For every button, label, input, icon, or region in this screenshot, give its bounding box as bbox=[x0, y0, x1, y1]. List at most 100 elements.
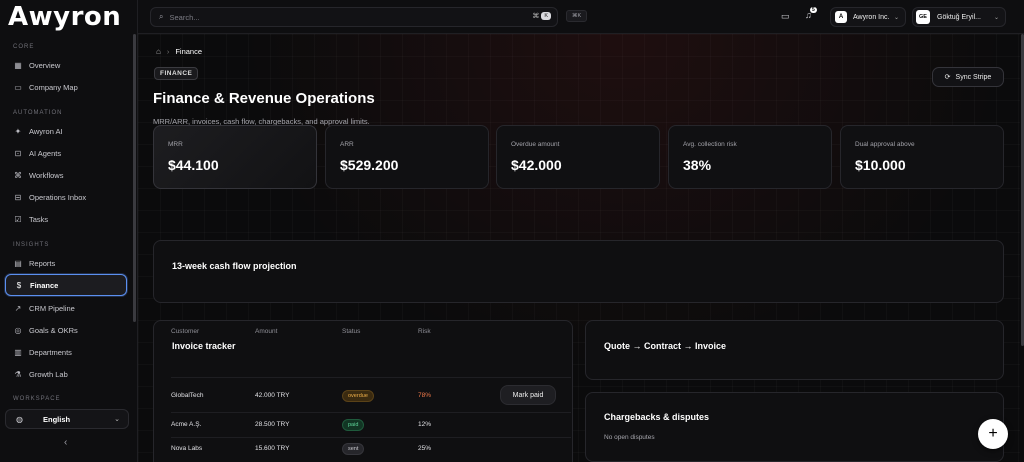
user-name: Göktuğ Eryil... bbox=[937, 13, 981, 21]
card-title: Invoice tracker bbox=[172, 341, 236, 351]
status-badge: sent bbox=[342, 443, 365, 455]
logo: Awyron bbox=[8, 2, 122, 32]
cashflow-card: 13-week cash flow projection bbox=[153, 240, 1004, 303]
chevron-down-icon: ⌄ bbox=[993, 14, 999, 21]
cell-amount: 15.600 TRY bbox=[255, 445, 290, 452]
empty-state-text: No open disputes bbox=[604, 434, 655, 441]
kpi-value: $529.200 bbox=[340, 157, 399, 173]
sidebar-item-label: Awyron AI bbox=[29, 126, 63, 136]
kpi-label: Overdue amount bbox=[511, 141, 560, 148]
kpi-value: $44.100 bbox=[168, 157, 219, 173]
kpi-value: $10.000 bbox=[855, 157, 906, 173]
kpi-card-arr: ARR $529.200 bbox=[325, 125, 489, 189]
sidebar: Awyron CORE ▦ Overview ▭ Company Map AUT… bbox=[0, 0, 138, 462]
cell-customer: Acme A.Ş. bbox=[171, 421, 202, 428]
sidebar-item-departments[interactable]: ▥ Departments bbox=[5, 341, 127, 363]
column-header: Status bbox=[342, 328, 361, 335]
cell-amount: 42.000 TRY bbox=[255, 392, 290, 399]
sidebar-item-label: Workflows bbox=[29, 170, 64, 180]
org-avatar: A bbox=[835, 11, 847, 23]
sidebar-item-awyron-ai[interactable]: ✦ Awyron AI bbox=[5, 120, 127, 142]
sync-stripe-button[interactable]: ⟳ Sync Stripe bbox=[932, 67, 1004, 87]
language-value: English bbox=[42, 414, 71, 424]
search-input[interactable]: ⌕ Search... ⌘ K bbox=[150, 7, 558, 27]
home-icon[interactable]: ⌂ bbox=[156, 47, 161, 56]
column-header: Risk bbox=[418, 328, 431, 335]
page-title: Finance & Revenue Operations bbox=[153, 90, 375, 107]
row-divider bbox=[171, 412, 571, 413]
section-pill: FINANCE bbox=[154, 67, 199, 80]
sidebar-item-finance[interactable]: $ Finance bbox=[5, 274, 127, 296]
user-avatar: GE bbox=[916, 10, 930, 24]
refresh-icon: ⟳ bbox=[944, 74, 951, 81]
inbox-icon: ⊟ bbox=[14, 192, 22, 202]
sidebar-item-growth-lab[interactable]: ⚗ Growth Lab bbox=[5, 363, 127, 385]
card-title: 13-week cash flow projection bbox=[172, 261, 297, 271]
kpi-value: $42.000 bbox=[511, 157, 562, 173]
column-header: Customer bbox=[171, 328, 200, 335]
kpi-label: MRR bbox=[168, 141, 183, 148]
workflow-icon: ⌘ bbox=[14, 170, 22, 180]
add-fab-button[interactable]: + bbox=[978, 419, 1008, 449]
section-label-core: CORE bbox=[13, 44, 35, 50]
document-icon: ▤ bbox=[14, 258, 22, 268]
breadcrumb-current: Finance bbox=[175, 47, 203, 56]
sync-stripe-label: Sync Stripe bbox=[955, 73, 992, 81]
chevron-right-icon: › bbox=[166, 47, 170, 56]
kpi-card-mrr: MRR $44.100 bbox=[153, 125, 317, 189]
search-placeholder: Search... bbox=[169, 12, 200, 22]
column-header: Amount bbox=[255, 328, 278, 335]
page-subtitle: MRR/ARR, invoices, cash flow, chargeback… bbox=[153, 117, 370, 126]
sidebar-item-tasks[interactable]: ☑ Tasks bbox=[5, 208, 127, 230]
quote-contract-invoice-card: Quote → Contract → Invoice bbox=[585, 320, 1004, 380]
status-badge: overdue bbox=[342, 390, 374, 402]
mark-paid-button[interactable]: Mark paid bbox=[500, 385, 556, 405]
row-divider bbox=[171, 377, 571, 378]
kpi-label: ARR bbox=[340, 141, 354, 148]
card-title: Quote → Contract → Invoice bbox=[604, 341, 727, 351]
monitor-icon[interactable]: ▭ bbox=[781, 11, 790, 21]
sidebar-item-operations-inbox[interactable]: ⊟ Operations Inbox bbox=[5, 186, 127, 208]
user-menu[interactable]: GE Göktuğ Eryil... ⌄ bbox=[912, 7, 1006, 27]
kpi-card-dual-approval: Dual approval above $10.000 bbox=[840, 125, 1004, 189]
cell-customer: GlobalTech bbox=[171, 392, 204, 399]
kpi-label: Avg. collection risk bbox=[683, 141, 737, 148]
map-icon: ▭ bbox=[14, 82, 22, 92]
sidebar-item-label: Departments bbox=[29, 347, 72, 357]
k-key: K bbox=[541, 12, 551, 20]
sidebar-item-ai-agents[interactable]: ⊡ AI Agents bbox=[5, 142, 127, 164]
sidebar-item-label: Reports bbox=[29, 258, 56, 268]
sidebar-item-reports[interactable]: ▤ Reports bbox=[5, 252, 127, 274]
cell-risk: 12% bbox=[418, 421, 432, 428]
chargebacks-card: Chargebacks & disputes No open disputes bbox=[585, 392, 1004, 462]
sidebar-item-goals-okrs[interactable]: ◎ Goals & OKRs bbox=[5, 319, 127, 341]
kpi-value: 38% bbox=[683, 157, 712, 173]
org-switcher[interactable]: A Awyron Inc. ⌄ bbox=[830, 7, 906, 27]
search-icon: ⌕ bbox=[159, 12, 164, 21]
trend-icon: ↗ bbox=[14, 303, 22, 313]
robot-icon: ⊡ bbox=[14, 148, 22, 158]
building-icon: ▥ bbox=[14, 347, 22, 357]
command-shortcut-chip[interactable]: ⌘K bbox=[566, 10, 588, 22]
sidebar-scrollbar[interactable] bbox=[133, 34, 136, 322]
org-name: Awyron Inc. bbox=[853, 13, 890, 21]
dollar-icon: $ bbox=[16, 280, 22, 290]
cell-risk: 25% bbox=[418, 445, 432, 452]
sidebar-item-overview[interactable]: ▦ Overview bbox=[5, 54, 127, 76]
language-select[interactable]: ◍ English ⌄ bbox=[5, 409, 129, 429]
sidebar-item-crm-pipeline[interactable]: ↗ CRM Pipeline bbox=[5, 297, 127, 319]
chevron-down-icon: ⌄ bbox=[114, 416, 120, 423]
sidebar-item-workflows[interactable]: ⌘ Workflows bbox=[5, 164, 127, 186]
collapse-sidebar-icon[interactable]: ‹ bbox=[64, 437, 68, 448]
bell-icon[interactable]: ♫ 5 bbox=[805, 7, 817, 20]
cell-amount: 28.500 TRY bbox=[255, 421, 290, 428]
sidebar-item-label: Finance bbox=[30, 280, 59, 290]
cmd-key: ⌘ bbox=[532, 13, 540, 20]
chevron-down-icon: ⌄ bbox=[893, 14, 899, 21]
main-scrollbar[interactable] bbox=[1021, 34, 1024, 346]
search-shortcut: ⌘ K bbox=[532, 12, 551, 20]
sidebar-item-company-map[interactable]: ▭ Company Map bbox=[5, 76, 127, 98]
checkbox-icon: ☑ bbox=[14, 214, 22, 224]
status-badge: paid bbox=[342, 419, 365, 431]
